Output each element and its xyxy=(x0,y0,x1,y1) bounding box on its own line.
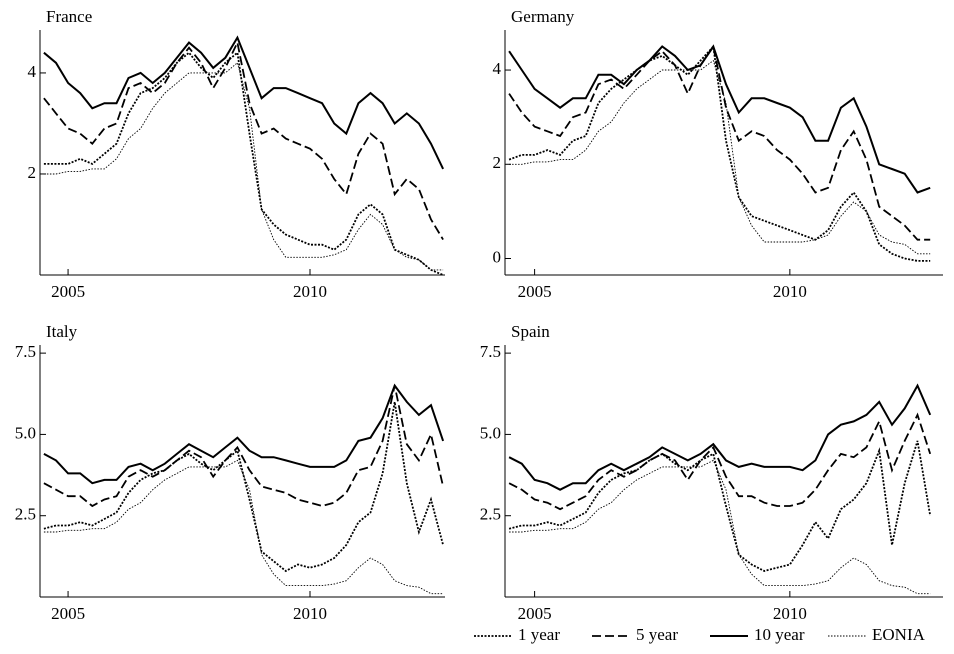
series-line xyxy=(43,35,445,170)
series-line xyxy=(508,44,931,194)
series-line xyxy=(508,383,932,491)
y-tick-label: 4 xyxy=(493,59,502,78)
legend-label: EONIA xyxy=(872,625,926,644)
legend-label: 10 year xyxy=(754,625,805,644)
legend-label: 5 year xyxy=(636,625,678,644)
series-line xyxy=(43,401,444,573)
series-line xyxy=(43,62,444,271)
x-tick-label: 2010 xyxy=(293,282,327,301)
x-tick-label: 2010 xyxy=(293,604,327,623)
series-line xyxy=(509,59,931,255)
legend-label: 1 year xyxy=(518,625,560,644)
series-line xyxy=(508,440,932,572)
y-tick-label: 2 xyxy=(493,153,502,172)
y-tick-label: 5.0 xyxy=(480,423,501,442)
panel-title: Spain xyxy=(511,322,550,341)
y-tick-label: 2.5 xyxy=(15,505,36,524)
series-line xyxy=(43,39,444,241)
series-line xyxy=(43,385,444,508)
x-tick-label: 2005 xyxy=(518,604,552,623)
y-tick-label: 4 xyxy=(28,62,37,81)
series-line xyxy=(43,50,444,276)
y-tick-label: 7.5 xyxy=(480,342,501,361)
series-line xyxy=(508,44,931,262)
x-tick-label: 2005 xyxy=(51,604,85,623)
y-tick-label: 2 xyxy=(28,163,37,182)
x-tick-label: 2005 xyxy=(518,282,552,301)
x-tick-label: 2005 xyxy=(51,282,85,301)
y-tick-label: 5.0 xyxy=(15,423,36,442)
series-line xyxy=(43,383,445,485)
x-tick-label: 2010 xyxy=(773,282,807,301)
series-line xyxy=(508,44,931,241)
y-tick-label: 7.5 xyxy=(15,342,36,361)
y-tick-label: 0 xyxy=(493,247,502,266)
panel-title: Germany xyxy=(511,7,575,26)
y-tick-label: 2.5 xyxy=(480,505,501,524)
x-tick-label: 2010 xyxy=(773,604,807,623)
panel-title: France xyxy=(46,7,92,26)
series-line xyxy=(508,412,932,511)
panel-title: Italy xyxy=(46,322,78,341)
